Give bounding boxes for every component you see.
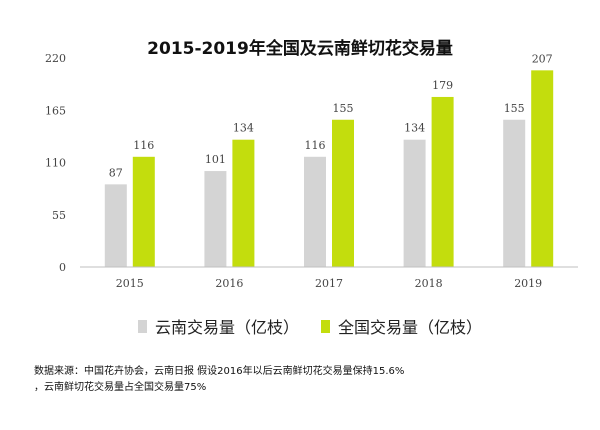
bar-yunnan-2017 bbox=[304, 156, 326, 267]
legend-swatch-national bbox=[321, 319, 331, 333]
y-tick-label: 220 bbox=[45, 52, 66, 65]
y-tick-label: 110 bbox=[45, 157, 66, 170]
x-axis: 2015 2016 2017 2018 2019 bbox=[116, 277, 542, 290]
data-label-yunnan-2016: 101 bbox=[205, 153, 226, 166]
bar-national-2017 bbox=[332, 119, 354, 267]
legend-label-national: 全国交易量（亿枝） bbox=[338, 318, 483, 337]
bars bbox=[104, 70, 554, 267]
data-label-national-2015: 116 bbox=[133, 139, 154, 152]
data-label-national-2016: 134 bbox=[233, 122, 254, 135]
legend-item-national: 全国交易量（亿枝） bbox=[321, 314, 482, 338]
x-tick-label: 2019 bbox=[514, 277, 542, 290]
x-tick-label: 2016 bbox=[215, 277, 243, 290]
bar-yunnan-2016 bbox=[204, 171, 227, 267]
y-tick-label: 55 bbox=[52, 209, 66, 222]
legend: 云南交易量（亿枝） 全国交易量（亿枝） bbox=[138, 314, 482, 338]
y-tick-label: 165 bbox=[45, 104, 66, 117]
bar-national-2015 bbox=[132, 156, 155, 267]
bar-national-2016 bbox=[232, 139, 255, 267]
y-tick-label: 0 bbox=[59, 261, 66, 274]
bar-yunnan-2015 bbox=[104, 184, 127, 267]
source-note-line-2: ，云南鲜切花交易量占全国交易量75% bbox=[34, 382, 207, 393]
legend-label-yunnan: 云南交易量（亿枝） bbox=[155, 318, 300, 337]
bar-national-2019 bbox=[531, 70, 554, 267]
x-tick-label: 2015 bbox=[116, 277, 144, 290]
data-labels: 87 116 101 134 116 155 134 179 155 207 bbox=[109, 52, 553, 179]
x-tick-label: 2018 bbox=[415, 277, 443, 290]
source-note: 数据来源：中国花卉协会，云南日报 假设2016年以后云南鲜切花交易量保持15.6… bbox=[34, 364, 404, 396]
data-label-yunnan-2015: 87 bbox=[109, 166, 123, 179]
legend-swatch-yunnan bbox=[138, 319, 147, 333]
data-label-yunnan-2017: 116 bbox=[305, 139, 326, 152]
data-label-national-2017: 155 bbox=[333, 102, 354, 115]
bar-yunnan-2019 bbox=[503, 119, 526, 267]
data-label-national-2018: 179 bbox=[432, 79, 453, 92]
y-axis: 0 55 110 165 220 bbox=[45, 52, 66, 274]
source-note-line-1: 数据来源：中国花卉协会，云南日报 假设2016年以后云南鲜切花交易量保持15.6… bbox=[34, 366, 405, 377]
chart-title: 2015-2019年全国及云南鲜切花交易量 bbox=[147, 39, 453, 59]
bar-national-2018 bbox=[431, 96, 454, 267]
bar-yunnan-2018 bbox=[403, 139, 426, 267]
data-label-yunnan-2019: 155 bbox=[504, 102, 525, 115]
x-tick-label: 2017 bbox=[315, 277, 343, 290]
legend-item-yunnan: 云南交易量（亿枝） bbox=[138, 314, 299, 338]
data-label-national-2019: 207 bbox=[532, 52, 553, 65]
data-label-yunnan-2018: 134 bbox=[404, 122, 425, 135]
